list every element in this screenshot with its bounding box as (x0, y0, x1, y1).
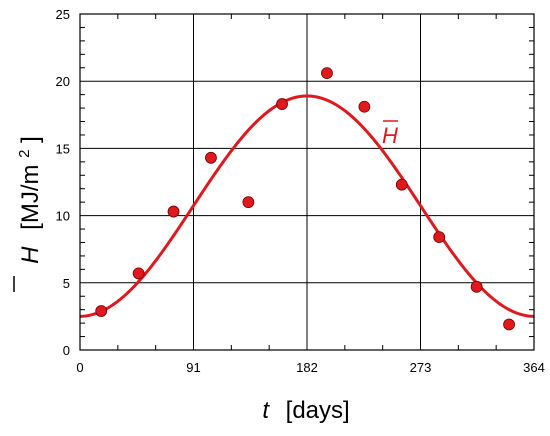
data-point (433, 231, 446, 244)
grid (80, 14, 534, 350)
data-point (503, 318, 515, 331)
plot-frame (79, 13, 535, 351)
y-axis-unit-close: ] (17, 136, 44, 143)
y-axis-symbol: H (17, 246, 44, 264)
x-tick-label: 273 (410, 360, 432, 375)
x-axis-unit: [days] (286, 397, 350, 424)
data-point (167, 205, 180, 218)
x-tick-labels: 0 91 182 273 364 (76, 360, 544, 375)
y-tick-label: 5 (63, 276, 70, 291)
fit-curve (79, 94, 535, 318)
data-point (95, 305, 108, 317)
data-point (470, 280, 483, 293)
data-point (132, 267, 145, 280)
y-axis-unit-sup: 2 (16, 149, 33, 157)
x-tick-label: 182 (296, 360, 318, 375)
y-tick-label: 15 (56, 141, 70, 156)
x-axis-title: t [days] (262, 397, 349, 424)
y-tick-labels: 0 5 10 15 20 25 (56, 7, 70, 358)
data-point (276, 98, 288, 110)
data-point (242, 196, 255, 209)
data-points (95, 67, 515, 331)
y-tick-label: 20 (56, 74, 70, 89)
y-axis-unit: [MJ/m (17, 165, 44, 230)
data-point (395, 178, 408, 191)
x-tick-label: 0 (76, 360, 83, 375)
y-tick-label: 25 (56, 7, 70, 22)
data-point (205, 151, 217, 164)
x-tick-label: 364 (523, 360, 545, 375)
y-axis-title: H [MJ/m 2 ] (8, 136, 44, 264)
x-tick-label: 91 (186, 360, 200, 375)
data-point (358, 100, 371, 113)
y-tick-label: 10 (56, 209, 70, 224)
y-tick-label: 0 (63, 343, 70, 358)
minor-ticks (80, 14, 534, 350)
data-point (321, 67, 333, 80)
x-axis-symbol: t (262, 397, 270, 424)
curve-label: H (382, 123, 398, 148)
